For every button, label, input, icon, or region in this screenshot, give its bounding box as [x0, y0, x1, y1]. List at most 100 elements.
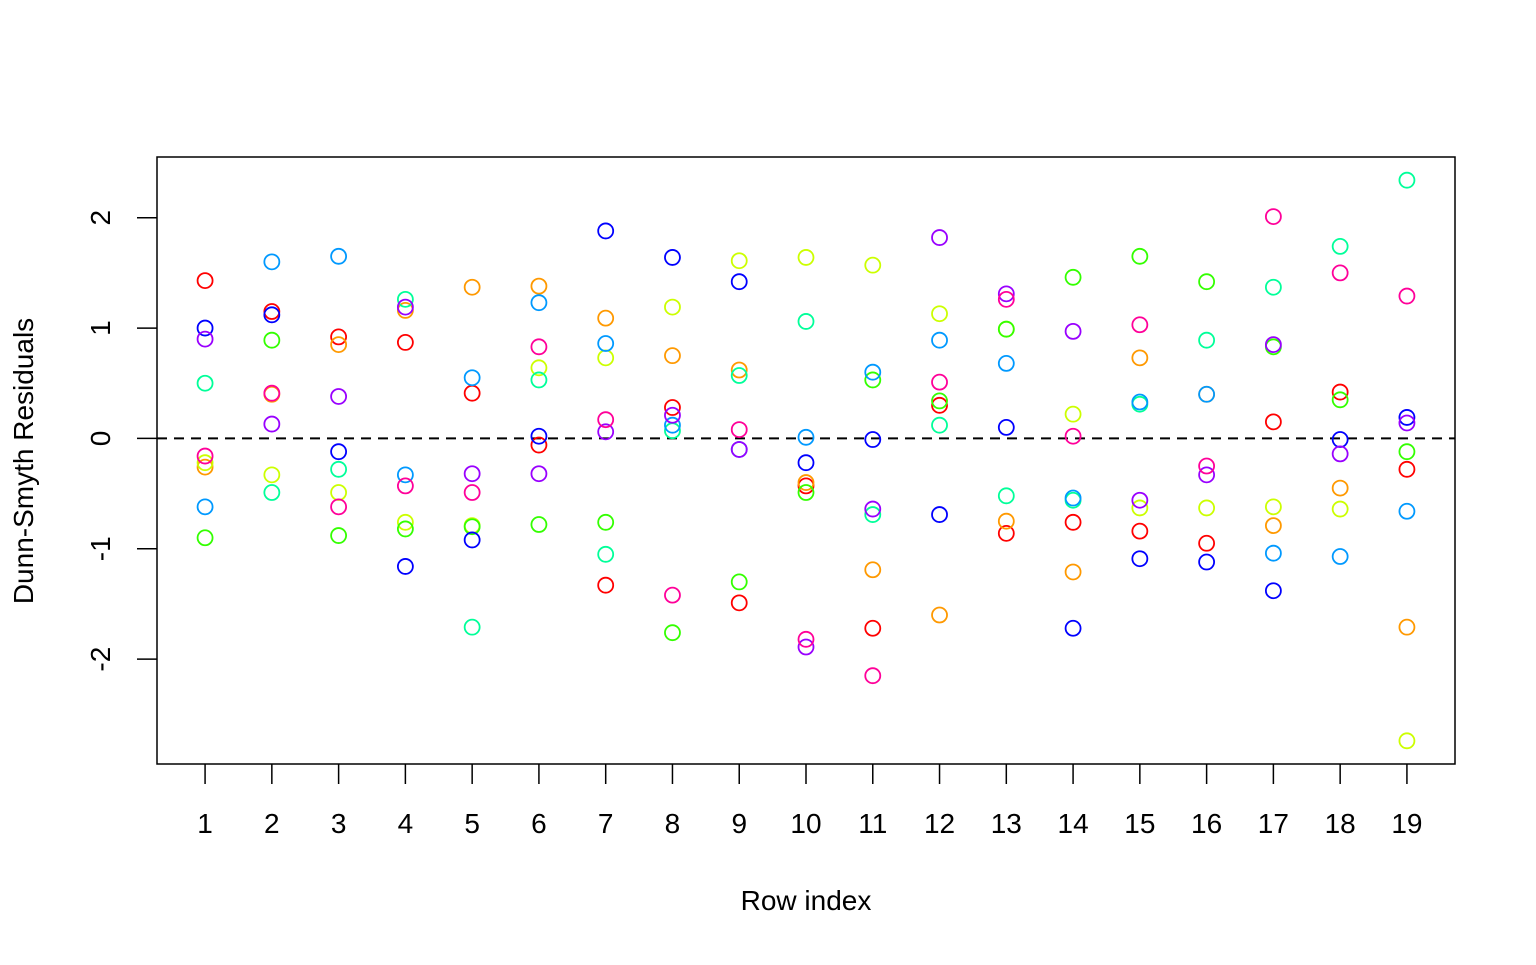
x-tick-label: 19 [1391, 808, 1422, 839]
data-point [196, 454, 214, 472]
data-point [1198, 499, 1216, 517]
data-point [396, 466, 414, 484]
plot-frame [156, 156, 1456, 765]
data-point [597, 411, 615, 429]
data-point [597, 309, 615, 327]
data-point [864, 256, 882, 274]
data-point [263, 331, 281, 349]
data-point [330, 336, 348, 354]
data-point [463, 465, 481, 483]
data-point [1398, 460, 1416, 478]
data-point [1064, 322, 1082, 340]
x-tick-label: 11 [858, 808, 887, 839]
points-layer [196, 171, 1416, 750]
x-tick-label: 9 [731, 808, 747, 839]
data-point [997, 512, 1015, 530]
data-point [330, 443, 348, 461]
data-point [330, 527, 348, 544]
data-point [1398, 409, 1416, 426]
data-point [597, 545, 615, 563]
data-point [1331, 237, 1349, 255]
y-tick-label: 0 [85, 431, 116, 447]
data-point [1198, 273, 1216, 291]
x-tick-label: 14 [1058, 808, 1089, 839]
data-point [597, 576, 615, 594]
data-point [664, 416, 681, 434]
data-point [1331, 548, 1349, 565]
data-point [664, 586, 681, 604]
data-point [1064, 513, 1082, 531]
data-point [530, 338, 548, 356]
x-tick-label: 5 [464, 808, 480, 839]
data-point [664, 249, 681, 266]
data-point [864, 431, 882, 448]
data-point [597, 349, 615, 367]
data-point [730, 441, 748, 458]
data-point [1331, 431, 1349, 448]
data-point [1064, 619, 1082, 637]
data-point [864, 363, 882, 381]
data-point [463, 278, 481, 296]
data-point [1331, 391, 1349, 409]
data-point [330, 498, 348, 516]
data-point [196, 498, 214, 516]
data-point [263, 415, 281, 433]
data-point [931, 229, 948, 246]
data-point [1398, 618, 1416, 636]
data-point [263, 484, 281, 501]
data-point [463, 484, 481, 501]
data-point [330, 460, 348, 478]
data-point [864, 500, 882, 518]
data-point [797, 474, 815, 491]
data-point [1331, 383, 1349, 401]
data-point [463, 518, 481, 536]
data-point [196, 458, 214, 476]
data-point [931, 506, 948, 523]
data-point [864, 619, 882, 637]
data-point [931, 416, 948, 434]
data-point [396, 334, 414, 351]
data-point [396, 520, 414, 538]
data-point [1064, 427, 1082, 445]
data-point [931, 373, 948, 391]
data-point [931, 392, 948, 410]
data-point [1331, 445, 1349, 463]
data-point [864, 506, 882, 523]
data-point [1331, 500, 1349, 518]
data-point [1131, 393, 1149, 411]
data-point [1264, 517, 1282, 535]
data-point [1198, 553, 1216, 571]
data-point [263, 253, 281, 271]
data-point [797, 454, 815, 472]
data-point [597, 423, 615, 441]
data-point [864, 561, 882, 579]
data-point [997, 320, 1015, 338]
data-point [263, 306, 281, 324]
data-point [797, 428, 815, 446]
x-tick-label: 17 [1258, 808, 1289, 839]
data-point [530, 427, 548, 445]
data-point [997, 354, 1015, 372]
data-point [1131, 491, 1149, 509]
data-point [1264, 413, 1282, 431]
data-point [730, 361, 748, 379]
data-point [196, 374, 214, 392]
y-tick-label: 2 [85, 210, 116, 226]
data-point [530, 371, 548, 389]
data-point [1131, 247, 1149, 265]
data-point [1264, 498, 1282, 516]
data-point [396, 290, 414, 308]
data-point [664, 406, 681, 424]
y-axis-label: Dunn-Smyth Residuals [8, 318, 39, 604]
data-point [1131, 522, 1149, 540]
data-point [263, 303, 281, 320]
x-axis-label: Row index [741, 885, 872, 916]
data-point [797, 313, 815, 330]
data-point [530, 294, 548, 312]
data-point [330, 247, 348, 265]
data-point [1064, 268, 1082, 286]
data-point [1264, 278, 1282, 296]
